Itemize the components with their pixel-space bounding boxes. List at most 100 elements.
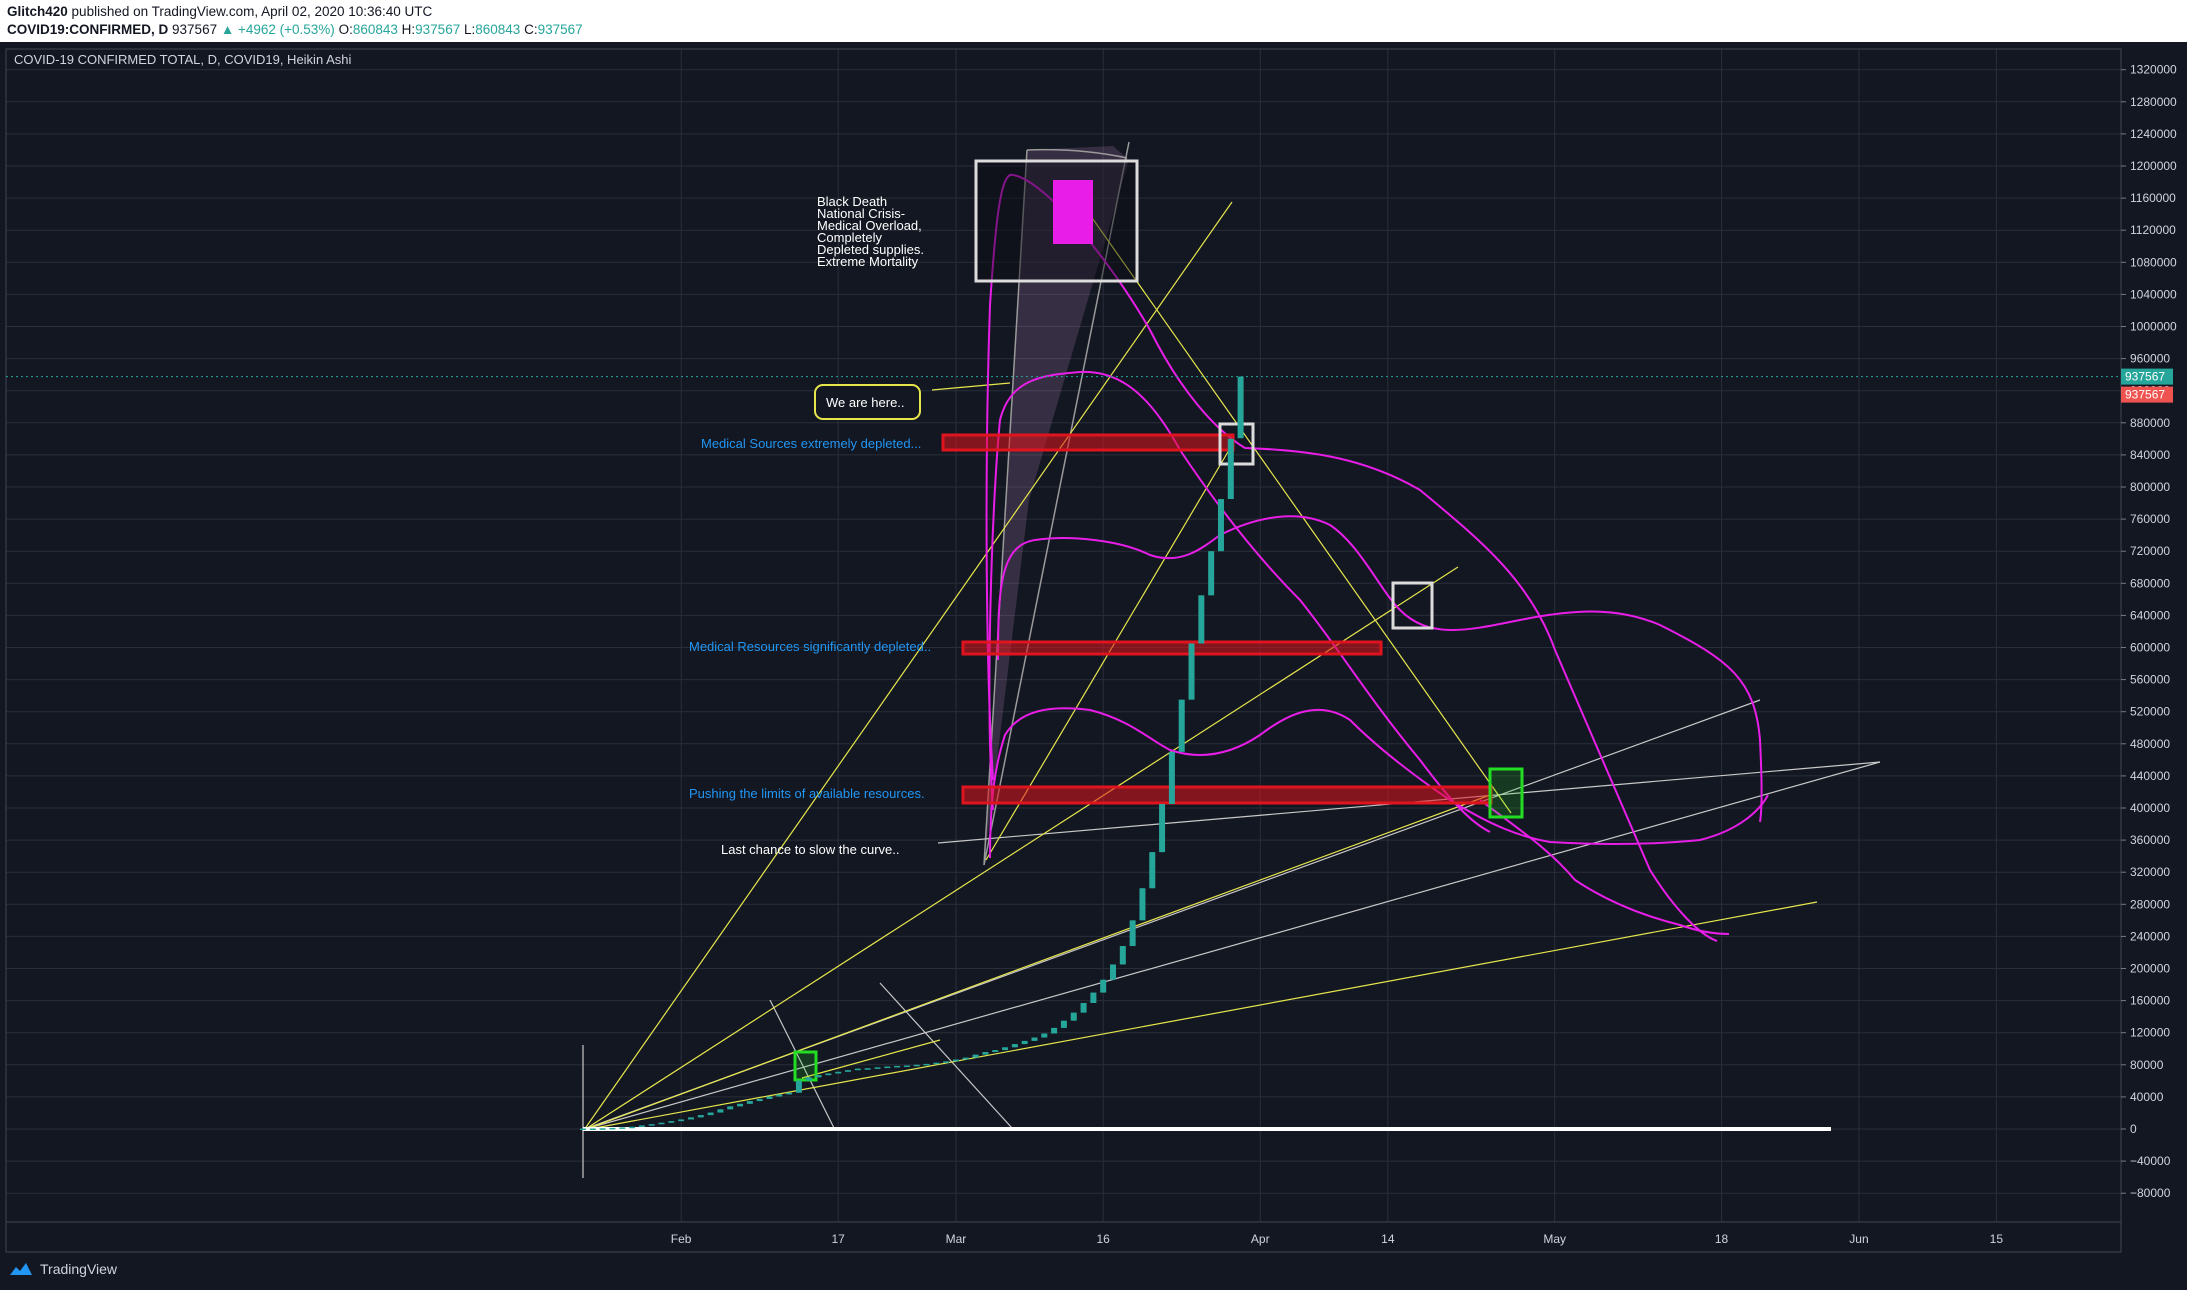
- candle-body[interactable]: [992, 1050, 999, 1053]
- price-axis[interactable]: 1320000128000012400001200000116000011200…: [2121, 63, 2177, 1201]
- candle-body[interactable]: [638, 1125, 645, 1127]
- candle-body[interactable]: [1011, 1044, 1018, 1048]
- yellow-line-7: [801, 1039, 941, 1079]
- candle-body[interactable]: [678, 1119, 685, 1122]
- candle-body[interactable]: [766, 1096, 773, 1099]
- candle-body[interactable]: [884, 1066, 891, 1069]
- candle-body[interactable]: [952, 1059, 959, 1062]
- candle-body[interactable]: [737, 1103, 744, 1107]
- candle-body[interactable]: [1021, 1040, 1028, 1045]
- x-tick-label: 14: [1381, 1232, 1395, 1246]
- candle-body[interactable]: [1110, 964, 1117, 980]
- candle-body[interactable]: [619, 1127, 626, 1129]
- we-are-here-callout[interactable]: We are here..: [814, 384, 921, 420]
- candle-body[interactable]: [786, 1092, 793, 1095]
- candle-body[interactable]: [658, 1122, 665, 1125]
- candle-body[interactable]: [1227, 438, 1234, 500]
- candle-body[interactable]: [1237, 376, 1244, 439]
- candle-body[interactable]: [1139, 888, 1146, 921]
- candle-body[interactable]: [962, 1057, 969, 1060]
- y-tick-label: 520000: [2130, 705, 2170, 719]
- candle-body[interactable]: [845, 1070, 852, 1072]
- black-death-line-4: Completely: [817, 230, 883, 245]
- candle-body[interactable]: [1178, 699, 1185, 752]
- y-tick-label: 560000: [2130, 673, 2170, 687]
- candle-body[interactable]: [1119, 946, 1126, 965]
- magenta-target-rect[interactable]: [1053, 180, 1093, 244]
- medical-resources-text: Medical Resources significantly depleted…: [689, 639, 931, 654]
- candle-body[interactable]: [1080, 1003, 1087, 1013]
- candle-body[interactable]: [835, 1071, 842, 1074]
- candle-body[interactable]: [854, 1068, 861, 1071]
- red-zone-pushing-limits[interactable]: [961, 785, 1493, 805]
- y-tick-label: 880000: [2130, 416, 2170, 430]
- candle-body[interactable]: [1129, 920, 1136, 947]
- green-box-feb[interactable]: [793, 1050, 818, 1082]
- candle-body[interactable]: [648, 1124, 655, 1126]
- red-zone-medical-resources[interactable]: [961, 640, 1383, 656]
- candle-body[interactable]: [972, 1054, 979, 1058]
- candle-body[interactable]: [913, 1064, 920, 1067]
- candle-body[interactable]: [599, 1128, 606, 1130]
- candle-body[interactable]: [1100, 979, 1107, 993]
- candle-body[interactable]: [1208, 551, 1215, 596]
- low-value: 860843: [475, 22, 521, 37]
- candle-body[interactable]: [894, 1065, 901, 1068]
- price-change: ▲ +4962 (+0.53%): [220, 22, 335, 37]
- candle-body[interactable]: [933, 1062, 940, 1065]
- candle-body[interactable]: [805, 1077, 812, 1081]
- candle-body[interactable]: [756, 1098, 763, 1102]
- yellow-line-3: [583, 794, 1491, 1131]
- white-box-may[interactable]: [1218, 422, 1255, 466]
- candle-body[interactable]: [923, 1063, 930, 1066]
- candle-body[interactable]: [697, 1115, 704, 1118]
- x-tick-label: 15: [1990, 1232, 2004, 1246]
- candle-body[interactable]: [687, 1117, 694, 1120]
- close-value: 937567: [537, 22, 583, 37]
- candle-body[interactable]: [746, 1101, 753, 1104]
- author-name[interactable]: Glitch420: [7, 4, 68, 19]
- candle-body[interactable]: [727, 1106, 734, 1110]
- candle-body[interactable]: [825, 1073, 832, 1076]
- candle-body[interactable]: [1159, 803, 1166, 853]
- candle-body[interactable]: [609, 1127, 616, 1130]
- candle-body[interactable]: [1168, 751, 1175, 804]
- candle-body[interactable]: [1188, 643, 1195, 700]
- candle-body[interactable]: [982, 1052, 989, 1055]
- candle-body[interactable]: [1031, 1037, 1038, 1041]
- green-box-jun[interactable]: [1488, 767, 1524, 819]
- time-axis[interactable]: Feb 17 Mar 16 Apr 14 May 18 Jun 15: [671, 1232, 2004, 1246]
- symbol-name[interactable]: COVID19:CONFIRMED, D: [7, 22, 169, 37]
- candle-body[interactable]: [1002, 1047, 1009, 1051]
- black-death-line-6: Extreme Mortality: [817, 254, 919, 269]
- candle-body[interactable]: [776, 1094, 783, 1097]
- white-box-jun[interactable]: [1391, 581, 1434, 630]
- candle-body[interactable]: [629, 1126, 636, 1129]
- low-label: L:: [463, 22, 476, 37]
- candle-body[interactable]: [864, 1068, 871, 1070]
- candle-body[interactable]: [1217, 499, 1224, 552]
- candle-body[interactable]: [903, 1065, 910, 1068]
- tradingview-brand[interactable]: TradingView: [8, 1261, 117, 1277]
- candle-body[interactable]: [1149, 852, 1156, 889]
- candle-body[interactable]: [795, 1080, 802, 1093]
- candle-body[interactable]: [717, 1109, 724, 1113]
- candle-body[interactable]: [874, 1067, 881, 1069]
- candle-body[interactable]: [1198, 595, 1205, 644]
- candle-body[interactable]: [1060, 1020, 1067, 1028]
- candle-body[interactable]: [1051, 1027, 1058, 1034]
- candle-body[interactable]: [1041, 1033, 1048, 1038]
- y-tick-label: 120000: [2130, 1026, 2170, 1040]
- red-zone-medical-sources[interactable]: [941, 433, 1235, 452]
- candle-body[interactable]: [1090, 992, 1097, 1004]
- candle-body[interactable]: [815, 1075, 822, 1078]
- candle-body[interactable]: [1070, 1012, 1077, 1021]
- candle-body[interactable]: [707, 1112, 714, 1116]
- candle-body[interactable]: [943, 1061, 950, 1063]
- candle-body[interactable]: [668, 1121, 675, 1123]
- candle-body[interactable]: [589, 1128, 596, 1131]
- y-tick-label: 360000: [2130, 833, 2170, 847]
- candle-body[interactable]: [580, 1128, 586, 1131]
- grid-lines: [6, 49, 2121, 1222]
- chart-canvas[interactable]: COVID-19 CONFIRMED TOTAL, D, COVID19, He…: [0, 42, 2187, 1253]
